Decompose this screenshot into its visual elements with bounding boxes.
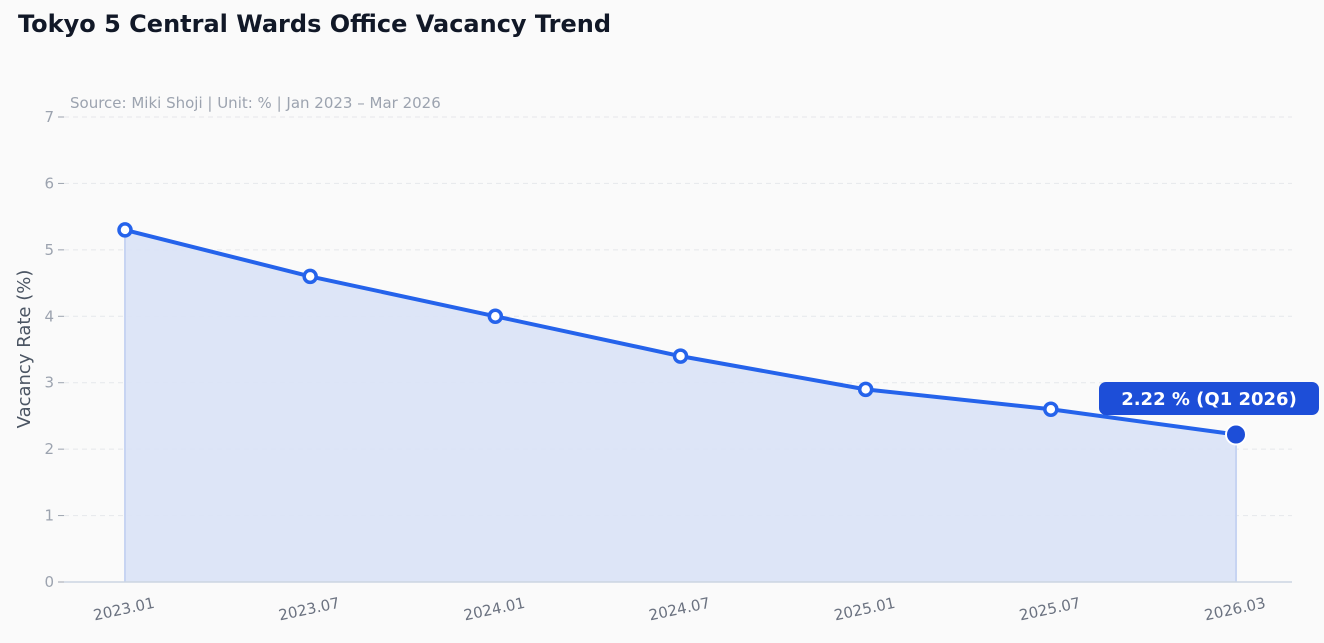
area-fill — [125, 229, 1236, 582]
x-tick-label: 2025.01 — [832, 594, 896, 625]
y-axis-ticks: 0 1 2 3 4 5 6 7 — [44, 108, 64, 591]
data-points — [117, 222, 1247, 446]
callout-box — [1099, 382, 1319, 415]
data-point — [302, 268, 318, 285]
y-tick-label: 2 — [44, 440, 54, 458]
x-tick-label: 2025.07 — [1018, 594, 1082, 625]
x-tick-label: 2026.03 — [1203, 594, 1267, 625]
x-tick-label: 2023.01 — [92, 594, 156, 625]
y-tick-label: 7 — [44, 108, 54, 126]
y-tick-label: 4 — [44, 307, 54, 325]
x-tick-label: 2023.07 — [277, 594, 341, 625]
callout-label: 2.22 % (Q1 2026) — [1121, 389, 1297, 410]
area-layer — [124, 229, 1237, 582]
data-point — [672, 348, 689, 364]
y-tick-label: 3 — [44, 374, 54, 392]
chart-subtitle: Source: Miki Shoji | Unit: % | Jan 2023 … — [70, 94, 441, 112]
data-point — [1043, 401, 1059, 418]
x-tick-label: 2024.01 — [462, 594, 526, 625]
data-point-latest — [1225, 423, 1247, 446]
chart-title: Tokyo 5 Central Wards Office Vacancy Tre… — [18, 10, 612, 38]
data-point — [857, 381, 874, 398]
y-axis-label: Vacancy Rate (%) — [14, 270, 35, 429]
callout-layer: 2.22 % (Q1 2026) — [1099, 382, 1319, 415]
data-point — [117, 222, 133, 238]
data-point — [487, 308, 504, 325]
y-tick-label: 0 — [44, 573, 54, 591]
y-tick-label: 5 — [44, 241, 54, 259]
y-tick-label: 1 — [44, 507, 54, 525]
y-tick-label: 6 — [44, 174, 54, 192]
x-tick-label: 2024.07 — [647, 594, 711, 625]
x-axis-ticks: 2023.01 2023.07 2024.01 2024.07 2025.01 2025.… — [92, 594, 1267, 625]
